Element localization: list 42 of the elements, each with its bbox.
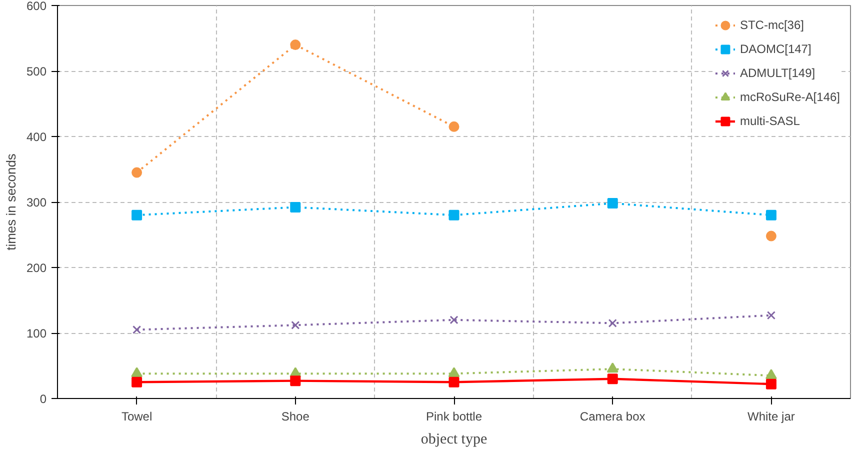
point xyxy=(608,318,617,328)
point xyxy=(607,198,618,209)
point xyxy=(450,316,458,324)
point xyxy=(766,378,776,390)
x-tick-label: Towel xyxy=(121,410,152,424)
point xyxy=(290,376,301,386)
x-tick-label: White jar xyxy=(748,410,795,424)
point xyxy=(765,369,777,380)
point xyxy=(132,376,142,388)
point xyxy=(448,121,460,132)
point xyxy=(290,40,301,50)
point xyxy=(766,311,776,320)
x-tick-label: Camera box xyxy=(580,410,646,424)
legend-label: DAOMC[147] xyxy=(740,42,812,56)
point xyxy=(448,376,460,388)
y-tick-label: 300 xyxy=(26,196,47,210)
y-tick-label: 200 xyxy=(26,261,47,275)
point xyxy=(132,325,142,334)
y-tick-label: 600 xyxy=(26,0,47,13)
legend-label: STC-mc[36] xyxy=(740,18,804,32)
legend-label: ADMULT[149] xyxy=(740,66,816,80)
legend-label: mcRoSuRe-A[146] xyxy=(740,90,840,104)
point xyxy=(766,210,776,220)
point xyxy=(132,210,142,220)
y-axis-title: times in seconds xyxy=(3,153,18,250)
point xyxy=(131,367,143,378)
point xyxy=(290,202,301,212)
y-tick-label: 400 xyxy=(26,130,47,144)
x-tick-label: Shoe xyxy=(281,410,310,424)
point xyxy=(448,367,460,378)
y-tick-label: 500 xyxy=(26,64,47,78)
y-tick-label: 100 xyxy=(26,326,47,340)
point xyxy=(132,167,142,178)
point xyxy=(607,374,618,384)
x-tick-label: Pink bottle xyxy=(426,410,482,424)
point xyxy=(291,320,300,330)
point xyxy=(766,230,776,242)
point xyxy=(448,210,460,220)
y-tick-label: 0 xyxy=(40,392,47,406)
legend-label: multi-SASL xyxy=(740,114,800,128)
x-axis-title: object type xyxy=(420,432,488,448)
point xyxy=(606,362,618,373)
